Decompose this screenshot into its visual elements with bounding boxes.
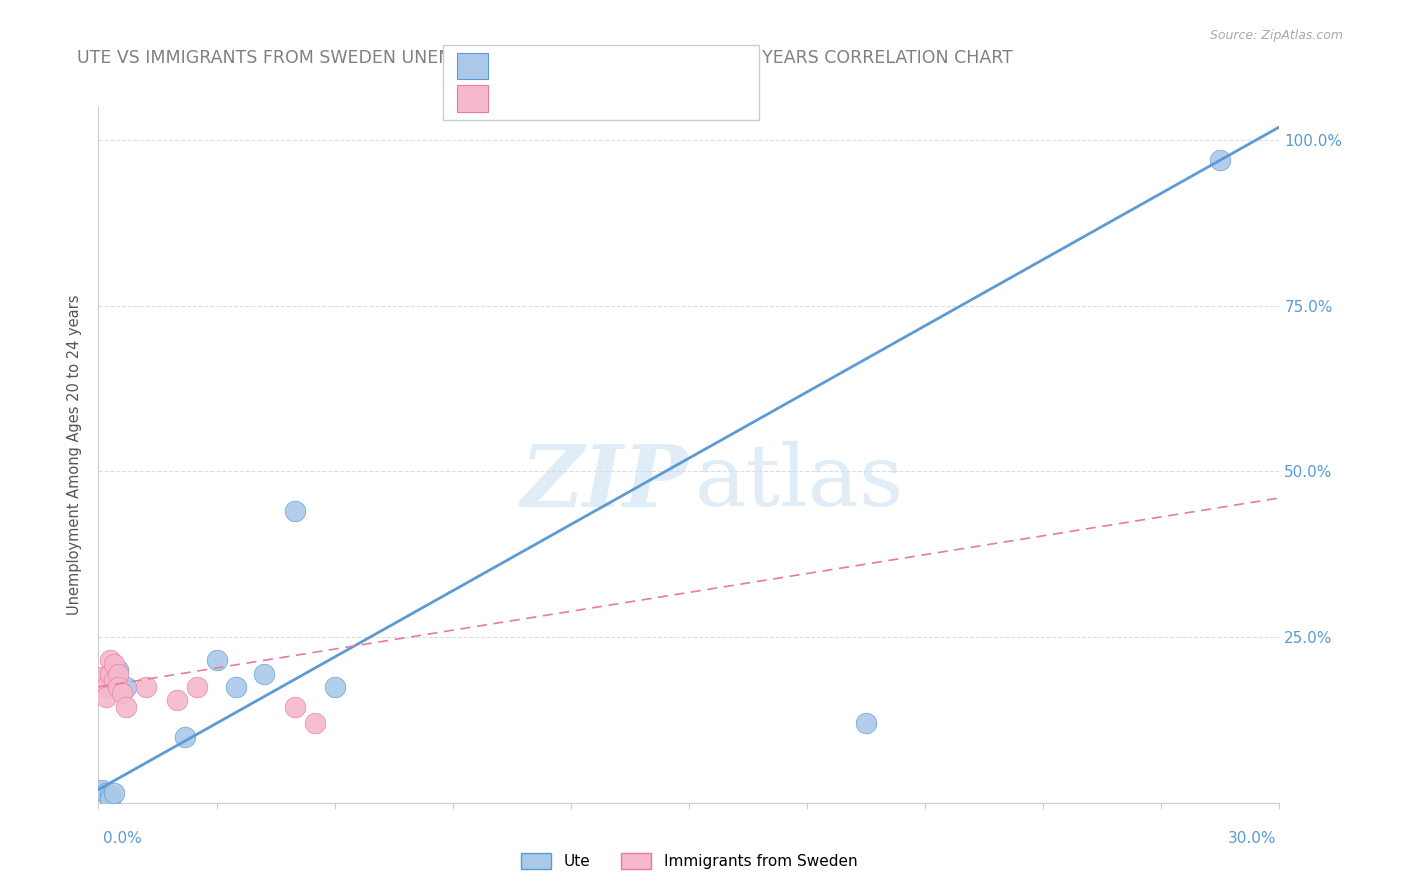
Text: ZIP: ZIP [522,441,689,524]
Point [253,666,276,681]
Point [91,782,114,797]
Point [166,693,188,707]
Point [107,666,129,681]
Point [103,657,125,671]
Point [98,666,121,681]
Point [323,680,346,694]
Text: R = 0.732   N = 14: R = 0.732 N = 14 [499,56,644,71]
Point [1209,153,1232,167]
Point [111,686,134,700]
Point [225,680,247,694]
Point [98,792,121,806]
Legend: Ute, Immigrants from Sweden: Ute, Immigrants from Sweden [515,847,863,875]
Point [98,653,121,667]
Point [96,690,118,704]
Text: atlas: atlas [695,442,904,524]
Text: 30.0%: 30.0% [1229,831,1277,846]
Point [304,716,326,731]
Point [284,699,307,714]
Text: 0.0%: 0.0% [103,831,142,846]
Text: R =  0.141   N = 16: R = 0.141 N = 16 [499,94,648,109]
Point [91,670,114,684]
Point [103,673,125,688]
Point [205,653,228,667]
Point [115,699,138,714]
Text: Source: ZipAtlas.com: Source: ZipAtlas.com [1209,29,1343,42]
Point [855,716,877,731]
Point [135,680,157,694]
Point [115,680,138,694]
Point [107,680,129,694]
Point [96,680,118,694]
Point [174,730,197,744]
Y-axis label: Unemployment Among Ages 20 to 24 years: Unemployment Among Ages 20 to 24 years [67,294,83,615]
Text: UTE VS IMMIGRANTS FROM SWEDEN UNEMPLOYMENT AMONG AGES 20 TO 24 YEARS CORRELATION: UTE VS IMMIGRANTS FROM SWEDEN UNEMPLOYME… [77,49,1014,67]
Point [107,663,129,677]
Point [103,786,125,800]
Point [98,789,121,804]
Point [186,680,208,694]
Point [284,504,307,518]
Point [96,786,118,800]
